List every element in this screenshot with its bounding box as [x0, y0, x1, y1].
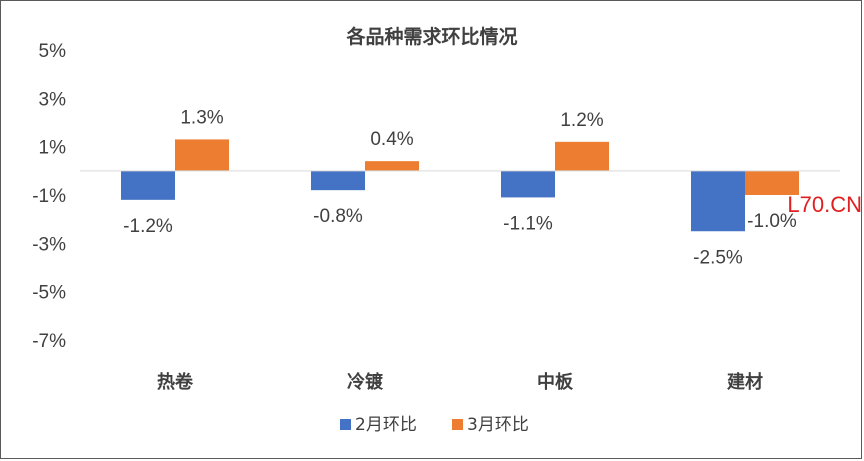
bar-feb-0 — [121, 170, 175, 200]
bar-feb-2 — [501, 170, 555, 198]
y-tick-label: -3% — [32, 234, 66, 255]
y-tick-label: 1% — [39, 138, 67, 159]
y-tick-label: 3% — [39, 89, 67, 110]
bar-mar-1 — [365, 161, 419, 171]
data-label: -2.5% — [693, 247, 743, 268]
data-label: -0.8% — [313, 206, 363, 227]
legend-label: 3月环比 — [467, 415, 529, 435]
data-label: 1.2% — [560, 110, 603, 131]
bar-feb-1 — [311, 170, 365, 191]
bar-mar-2 — [555, 141, 609, 171]
y-tick-label: 5% — [39, 41, 67, 62]
chart-title: 各品种需求环比情况 — [345, 25, 517, 48]
y-tick-label: -1% — [32, 186, 66, 207]
y-tick-label: -7% — [32, 331, 66, 352]
data-label: -1.0% — [747, 211, 797, 232]
data-label: -1.2% — [123, 216, 173, 237]
x-axis-categories: 热卷 冷镀 中板 建材 — [157, 371, 763, 393]
data-label: 1.3% — [180, 107, 223, 128]
legend-swatch — [340, 419, 351, 430]
data-label: -1.1% — [503, 213, 553, 234]
data-label: 0.4% — [370, 129, 413, 150]
category-label: 中板 — [537, 371, 574, 393]
watermark-text: L70.CN — [787, 192, 862, 217]
legend-swatch — [452, 419, 463, 430]
bars — [121, 139, 799, 232]
y-tick-label: -5% — [32, 283, 66, 304]
legend: 2月环比 3月环比 — [340, 415, 529, 435]
y-axis: 5% 3% 1% -1% -3% -5% -7% — [32, 41, 66, 352]
category-label: 冷镀 — [347, 371, 384, 393]
legend-label: 2月环比 — [355, 415, 417, 435]
category-label: 热卷 — [157, 371, 194, 393]
bar-feb-3 — [691, 170, 745, 232]
data-labels: -1.2% 1.3% -0.8% 0.4% -1.1% 1.2% -2.5%-1.0% — [123, 107, 797, 268]
bar-mar-3 — [745, 170, 799, 195]
bar-mar-0 — [175, 139, 229, 171]
category-label: 建材 — [727, 371, 763, 393]
